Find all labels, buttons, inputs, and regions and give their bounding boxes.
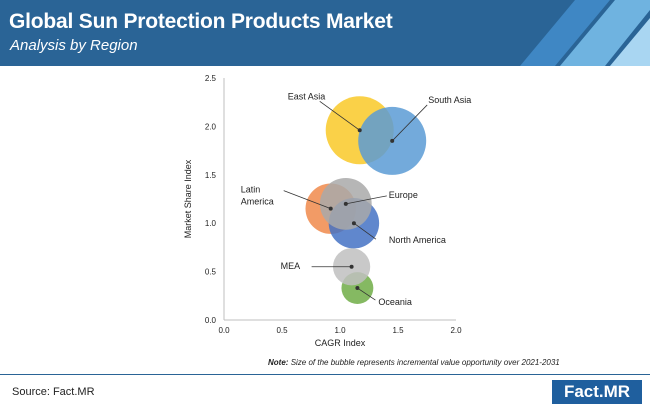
title-banner: Global Sun Protection Products Market An… [0,0,650,66]
banner-stripe [610,18,650,66]
bubble-center-dot-europe [343,201,348,206]
bubble-label-north-america: North America [389,235,446,245]
bubble-label-east-asia: East Asia [288,91,326,101]
bubble-label-latin-america: America [241,197,274,207]
x-tick-label: 2.0 [450,326,462,335]
banner-stripe [560,0,650,66]
leader-line-north-america [353,222,377,240]
leader-line-south-asia [391,104,428,142]
chart-note: Note: Size of the bubble represents incr… [268,358,560,367]
page-subtitle: Analysis by Region [10,37,138,54]
footer-divider [0,374,650,375]
x-axis-title: CAGR Index [315,338,366,348]
leader-line-europe [345,195,387,205]
bubble-label-mea: MEA [281,261,301,271]
bubble-center-dot-latin-america [328,206,333,211]
bubble-chart: 0.0 0.5 1.0 1.5 2.0 0.0 0.5 1.0 1.5 2.0 2.5 CAGR In… [183,74,471,348]
note-text: Size of the bubble represents incrementa… [290,358,560,367]
bubble-center-dot-north-america [351,221,356,226]
bubble-label-latin-america: Latin [241,185,261,195]
leader-line-latin-america [283,190,331,210]
y-tick-label: 1.0 [205,219,217,228]
x-tick-label: 0.5 [276,326,288,335]
bubble-center-dot-mea [349,264,354,269]
leader-line-oceania [357,287,376,301]
y-tick-label: 1.5 [205,171,217,180]
bubble-label-europe: Europe [389,190,418,200]
x-tick-label: 1.0 [334,326,346,335]
banner-decoration [520,0,650,66]
banner-stripe [520,0,610,66]
y-tick-label: 2.5 [205,74,217,83]
y-tick-label: 0.0 [205,316,217,325]
leader-line-east-asia [319,100,360,131]
y-tick-label: 0.5 [205,268,217,277]
factmr-logo: Fact.MR [552,380,642,404]
bubble-center-dot-oceania [355,286,360,291]
x-tick-label: 0.0 [218,326,230,335]
bubble-center-dot-east-asia [357,128,362,133]
bubble-center-dot-south-asia [390,138,395,143]
y-axis-title: Market Share Index [183,159,193,238]
note-label: Note: [268,358,289,367]
source-text: Source: Fact.MR [12,386,95,398]
x-tick-label: 1.5 [392,326,404,335]
bubble-label-oceania: Oceania [378,297,412,307]
bubble-label-south-asia: South Asia [428,95,471,105]
page-title: Global Sun Protection Products Market [9,10,393,33]
y-tick-label: 2.0 [205,122,217,131]
